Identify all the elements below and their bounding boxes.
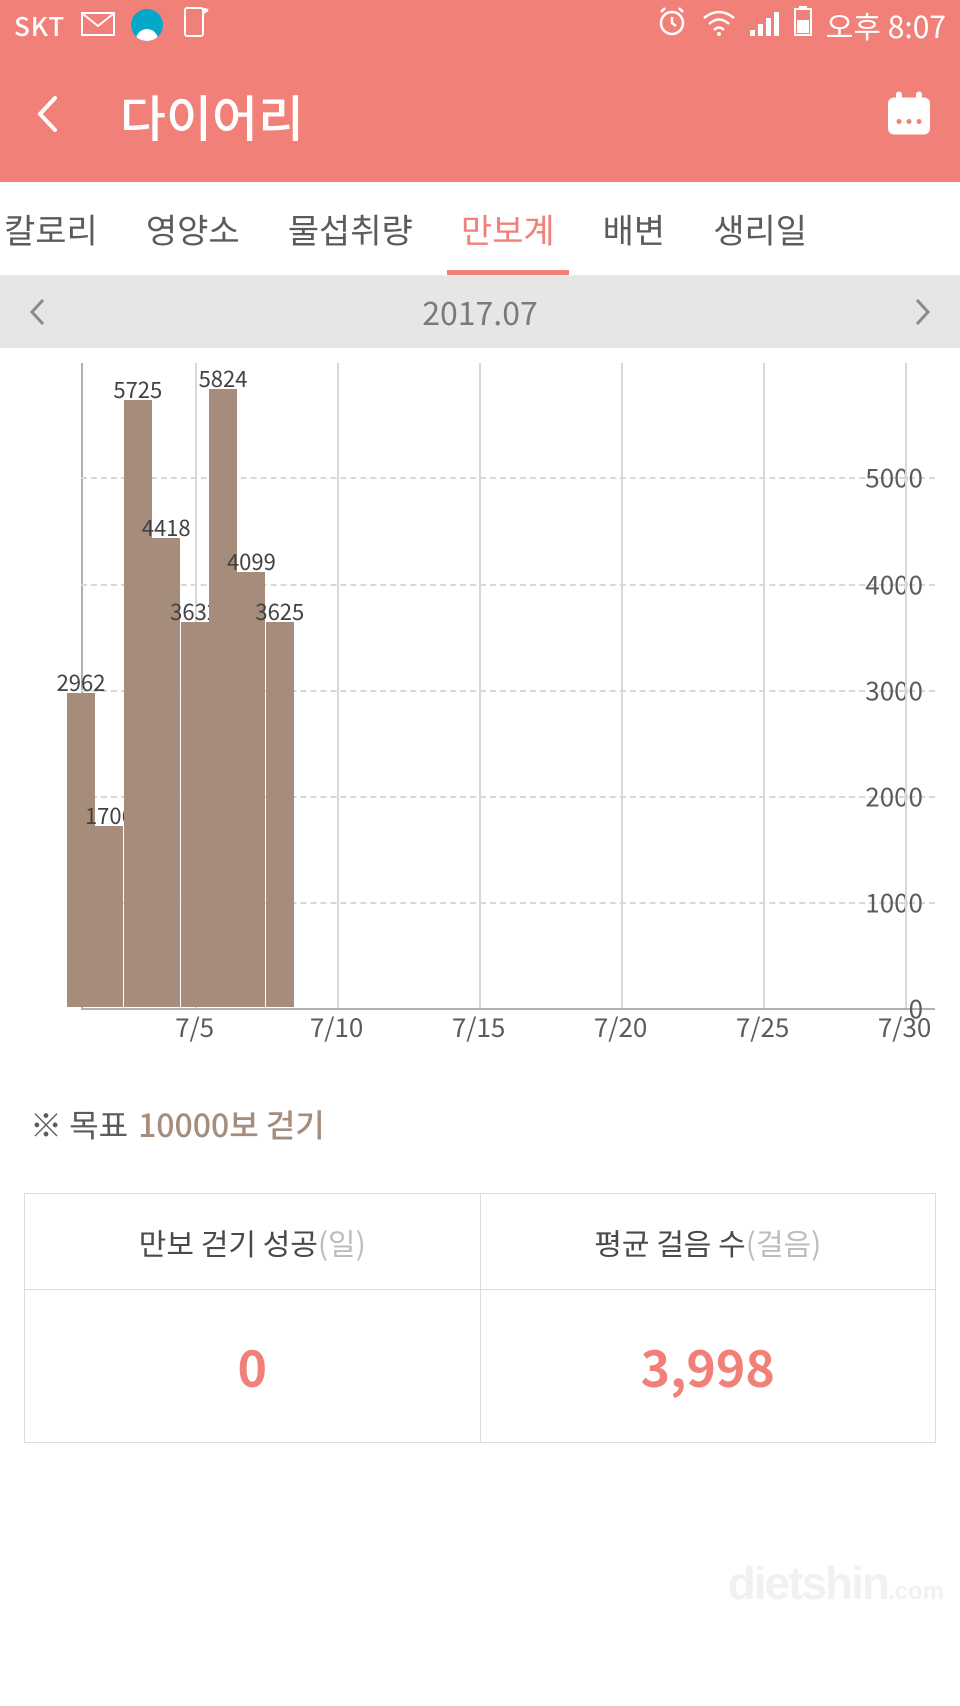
- tabs: 칼로리영양소물섭취량만보계배변생리일: [0, 182, 960, 276]
- chart-container: 0100020003000400050007/57/107/157/207/25…: [0, 348, 960, 1083]
- carrier-label: SKT: [14, 7, 65, 44]
- goal-prefix: ※ 목표: [30, 1101, 128, 1147]
- chart-bar[interactable]: [67, 693, 95, 1007]
- x-tick: 7/25: [736, 1008, 789, 1045]
- chart-bar[interactable]: [95, 826, 123, 1007]
- x-tick: 7/10: [310, 1008, 363, 1045]
- goal-value: 10000보 걷기: [138, 1101, 325, 1147]
- stat-avg-steps: 평균 걸음 수(걸음) 3,998: [481, 1194, 936, 1442]
- chart-bar[interactable]: [237, 572, 265, 1007]
- y-tick: 2000: [865, 777, 923, 814]
- alarm-icon: [656, 5, 688, 45]
- y-tick: 1000: [865, 883, 923, 920]
- current-month-label: 2017.07: [422, 289, 537, 335]
- bar-label: 5824: [199, 362, 248, 394]
- stat-value: 0: [25, 1290, 480, 1442]
- x-tick: 7/5: [175, 1008, 214, 1045]
- phone-icon: [179, 4, 209, 46]
- stats-table: 만보 걷기 성공(일) 0 평균 걸음 수(걸음) 3,998: [24, 1193, 936, 1443]
- status-right: 오후 8:07: [656, 3, 946, 47]
- next-month-button[interactable]: [914, 286, 932, 338]
- chart-bar[interactable]: [124, 400, 152, 1007]
- bar-label: 5725: [113, 373, 162, 405]
- bar-label: 4418: [142, 511, 191, 543]
- tab-물섭취량[interactable]: 물섭취량: [264, 182, 437, 275]
- x-tick: 7/30: [878, 1008, 931, 1045]
- signal-icon: [750, 7, 780, 44]
- tab-배변[interactable]: 배변: [579, 182, 690, 275]
- watermark: dietshin.com: [728, 1556, 944, 1610]
- steps-bar-chart: 0100020003000400050007/57/107/157/207/25…: [81, 363, 935, 1053]
- y-tick: 5000: [865, 459, 923, 496]
- clock-label: 오후 8:07: [826, 3, 946, 47]
- stat-title: 만보 걷기 성공: [139, 1220, 318, 1264]
- stat-unit: (걸음): [746, 1220, 821, 1264]
- goal-row: ※ 목표 10000보 걷기: [0, 1083, 960, 1165]
- tab-만보계[interactable]: 만보계: [437, 182, 579, 275]
- stat-success-days: 만보 걷기 성공(일) 0: [25, 1194, 481, 1442]
- app-bar: 다이어리: [0, 50, 960, 182]
- tab-칼로리[interactable]: 칼로리: [0, 182, 122, 275]
- mail-icon: [81, 7, 115, 44]
- stat-title: 평균 걸음 수: [594, 1220, 745, 1264]
- back-button[interactable]: [26, 77, 68, 155]
- stat-unit: (일): [318, 1220, 366, 1264]
- wifi-icon: [702, 7, 736, 44]
- stat-value: 3,998: [481, 1290, 936, 1442]
- status-bar: SKT 오후 8:07: [0, 0, 960, 50]
- battery-icon: [794, 6, 812, 44]
- y-tick: 4000: [865, 565, 923, 602]
- chart-bar[interactable]: [209, 389, 237, 1007]
- chart-bar[interactable]: [181, 622, 209, 1007]
- x-tick: 7/20: [594, 1008, 647, 1045]
- y-tick: 3000: [865, 671, 923, 708]
- bar-label: 3625: [255, 595, 304, 627]
- stat-header: 평균 걸음 수(걸음): [481, 1194, 936, 1290]
- prev-month-button[interactable]: [28, 286, 46, 338]
- tab-영양소[interactable]: 영양소: [122, 182, 264, 275]
- date-selector: 2017.07: [0, 276, 960, 348]
- horizon-icon: [131, 9, 163, 41]
- bar-label: 2962: [57, 666, 106, 698]
- calendar-button[interactable]: [884, 89, 934, 144]
- chart-bar[interactable]: [266, 622, 294, 1007]
- page-title: 다이어리: [120, 80, 304, 152]
- tab-생리일[interactable]: 생리일: [689, 182, 811, 275]
- status-left: SKT: [14, 4, 209, 46]
- bar-label: 4099: [227, 545, 276, 577]
- stat-header: 만보 걷기 성공(일): [25, 1194, 480, 1290]
- x-tick: 7/15: [452, 1008, 505, 1045]
